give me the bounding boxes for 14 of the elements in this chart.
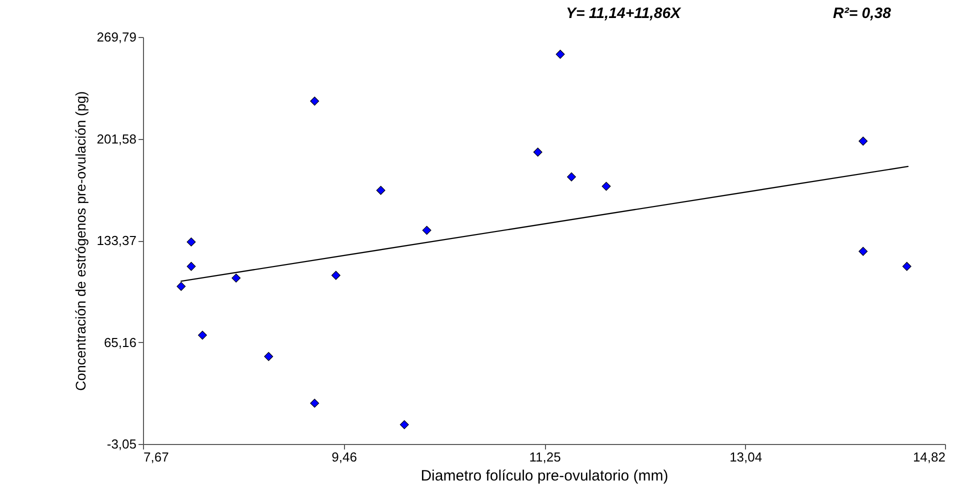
y-tick-label: 133,37 [96,233,136,248]
y-axis-title: Concentración de estrógenos pre-ovulación (pg) [72,91,89,391]
y-tick-label: -3,05 [106,436,136,452]
x-tick-label: 7,67 [144,450,169,464]
y-tick-label: 201,58 [96,131,136,146]
y-tick-label: 65,16 [104,334,136,350]
x-tick-label: 14,82 [912,450,946,464]
y-tick-label: 269,79 [96,30,136,44]
text: R²= 0,38 [833,5,892,22]
x-tick-label: 9,46 [332,450,357,464]
text: Y= 11,14+11,86X [566,5,682,22]
x-tick-label: 11,25 [529,450,561,464]
x-axis-title: Diametro folículo pre-ovulatorio (mm) [420,468,668,484]
x-tick-label: 13,04 [730,450,762,464]
